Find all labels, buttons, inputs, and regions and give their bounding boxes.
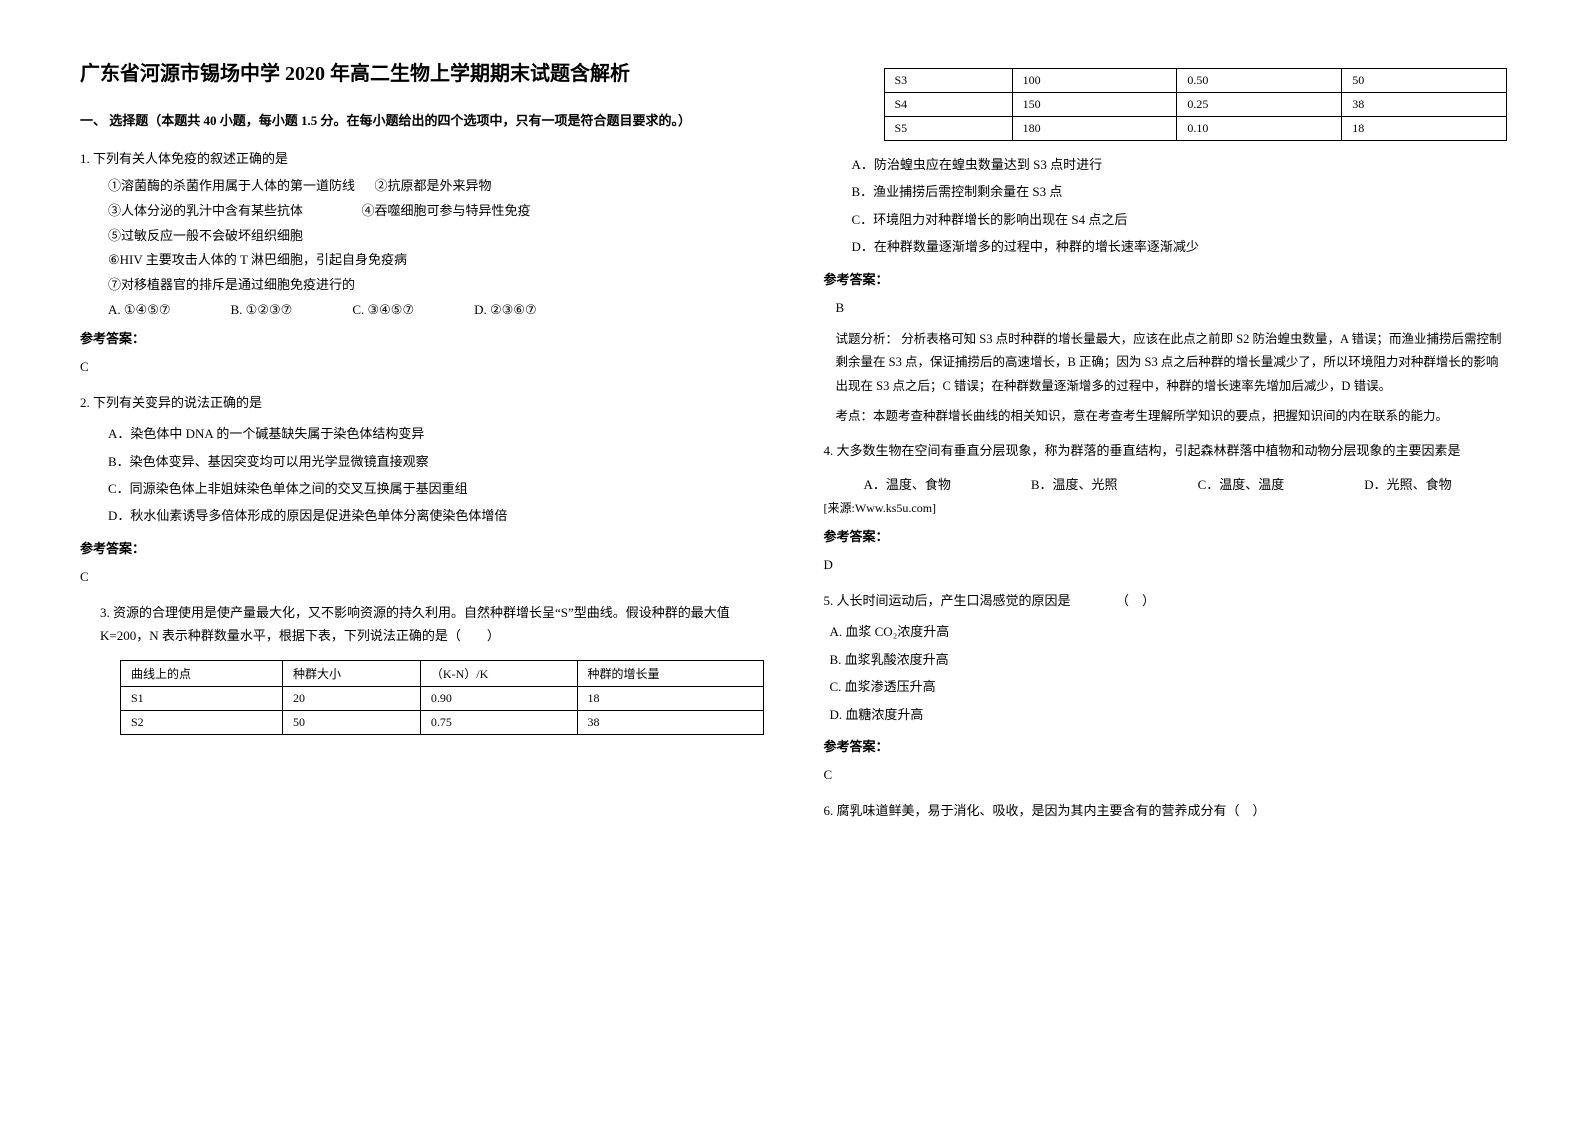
option-c: C. ③④⑤⑦ (352, 302, 414, 318)
option-b: B．染色体变异、基因突变均可以用光学显微镜直接观察 (80, 450, 764, 473)
option-b: B．渔业捕捞后需控制剩余量在 S3 点 (824, 180, 1508, 203)
answer-label: 参考答案： (80, 328, 764, 347)
q5-answer: C (824, 767, 1508, 783)
left-column: 广东省河源市锡场中学 2020 年高二生物上学期期末试题含解析 一、 选择题（本… (80, 60, 764, 1062)
option-a: A. ①④⑤⑦ (108, 302, 171, 318)
table-cell: S5 (884, 117, 1012, 141)
table-cell: 0.10 (1177, 117, 1342, 141)
table-cell: S1 (121, 686, 283, 710)
q1-item: ②抗原都是外来异物 (375, 178, 492, 193)
q4-options: A．温度、食物 B．温度、光照 C．温度、温度 D．光照、食物 (824, 474, 1508, 493)
table-cell: 180 (1012, 117, 1177, 141)
answer-label: 参考答案： (824, 269, 1508, 288)
q1-line: ⑦对移植器官的排斥是通过细胞免疫进行的 (80, 273, 764, 298)
option-a: A．温度、食物 (864, 474, 951, 493)
q3-analysis-note: 考点：本题考查种群增长曲线的相关知识，意在考查考生理解所学知识的要点，把握知识间… (824, 405, 1508, 429)
table-row: S3 100 0.50 50 (884, 69, 1507, 93)
source-note: [来源:Www.ks5u.com] (824, 499, 1508, 516)
q1-line: ③人体分泌的乳汁中含有某些抗体 ④吞噬细胞可参与特异性免疫 (80, 199, 764, 224)
table-row: S4 150 0.25 38 (884, 93, 1507, 117)
table-cell: 20 (282, 686, 420, 710)
option-a: A．染色体中 DNA 的一个碱基缺失属于染色体结构变异 (80, 422, 764, 445)
table-cell: 38 (577, 710, 763, 734)
q1-stem: 1. 下列有关人体免疫的叙述正确的是 (80, 147, 764, 170)
q1-line: ⑤过敏反应一般不会破坏组织细胞 (80, 224, 764, 249)
option-d: D．秋水仙素诱导多倍体形成的原因是促进染色单体分离使染色体增倍 (80, 504, 764, 527)
table-header: （K-N）/K (420, 660, 577, 686)
table-cell: 0.75 (420, 710, 577, 734)
option-d: D．光照、食物 (1364, 474, 1451, 493)
option-d: D. ②③⑥⑦ (474, 302, 537, 318)
q3-table-continued: S3 100 0.50 50 S4 150 0.25 38 S5 180 0.1… (884, 68, 1508, 141)
table-cell: 50 (1342, 69, 1507, 93)
option-a: A．防治蝗虫应在蝗虫数量达到 S3 点时进行 (824, 153, 1508, 176)
table-row: S5 180 0.10 18 (884, 117, 1507, 141)
answer-label: 参考答案： (824, 736, 1508, 755)
table-row: S2 50 0.75 38 (121, 710, 764, 734)
table-header-row: 曲线上的点 种群大小 （K-N）/K 种群的增长量 (121, 660, 764, 686)
q1-options: A. ①④⑤⑦ B. ①②③⑦ C. ③④⑤⑦ D. ②③⑥⑦ (80, 302, 764, 318)
option-b: B. 血浆乳酸浓度升高 (824, 648, 1508, 671)
option-d: D. 血糖浓度升高 (824, 703, 1508, 726)
option-c: C．环境阻力对种群增长的影响出现在 S4 点之后 (824, 208, 1508, 231)
table-header: 种群的增长量 (577, 660, 763, 686)
q1-item: ①溶菌酶的杀菌作用属于人体的第一道防线 (108, 178, 355, 193)
table-cell: 150 (1012, 93, 1177, 117)
q3-table: 曲线上的点 种群大小 （K-N）/K 种群的增长量 S1 20 0.90 18 … (120, 660, 764, 735)
q3-answer: B (824, 300, 1508, 316)
q6-stem: 6. 腐乳味道鲜美，易于消化、吸收，是因为其内主要含有的营养成分有（ ） (824, 799, 1508, 822)
table-cell: 50 (282, 710, 420, 734)
table-cell: 0.50 (1177, 69, 1342, 93)
q2-stem: 2. 下列有关变异的说法正确的是 (80, 391, 764, 414)
answer-label: 参考答案： (824, 526, 1508, 545)
option-a: A. 血浆 CO₂浓度升高 (824, 620, 1508, 643)
q1-answer: C (80, 359, 764, 375)
option-c: C. 血浆渗透压升高 (824, 675, 1508, 698)
option-d: D．在种群数量逐渐增多的过程中，种群的增长速率逐渐减少 (824, 235, 1508, 258)
table-cell: 0.25 (1177, 93, 1342, 117)
q5-stem: 5. 人长时间运动后，产生口渴感觉的原因是 （ ） (824, 589, 1508, 612)
table-cell: 38 (1342, 93, 1507, 117)
option-c: C．同源染色体上非姐妹染色单体之间的交叉互换属于基因重组 (80, 477, 764, 500)
q1-item: ④吞噬细胞可参与特异性免疫 (362, 203, 531, 218)
table-cell: 18 (1342, 117, 1507, 141)
q4-stem: 4. 大多数生物在空间有垂直分层现象，称为群落的垂直结构，引起森林群落中植物和动… (824, 439, 1508, 462)
q1-line: ①溶菌酶的杀菌作用属于人体的第一道防线 ②抗原都是外来异物 (80, 174, 764, 199)
q2-answer: C (80, 569, 764, 585)
table-cell: S2 (121, 710, 283, 734)
table-row: S1 20 0.90 18 (121, 686, 764, 710)
table-cell: S3 (884, 69, 1012, 93)
table-cell: 100 (1012, 69, 1177, 93)
document-title: 广东省河源市锡场中学 2020 年高二生物上学期期末试题含解析 (80, 60, 764, 88)
option-b: B. ①②③⑦ (231, 302, 293, 318)
answer-label: 参考答案： (80, 538, 764, 557)
right-column: S3 100 0.50 50 S4 150 0.25 38 S5 180 0.1… (824, 60, 1508, 1062)
table-header: 曲线上的点 (121, 660, 283, 686)
table-cell: 0.90 (420, 686, 577, 710)
q1-line: ⑥HIV 主要攻击人体的 T 淋巴细胞，引起自身免疫病 (80, 248, 764, 273)
q3-analysis: 试题分析： 分析表格可知 S3 点时种群的增长量最大，应该在此点之前即 S2 防… (824, 328, 1508, 399)
option-c: C．温度、温度 (1198, 474, 1285, 493)
table-cell: S4 (884, 93, 1012, 117)
table-cell: 18 (577, 686, 763, 710)
option-b: B．温度、光照 (1031, 474, 1118, 493)
section-header: 一、 选择题（本题共 40 小题，每小题 1.5 分。在每小题给出的四个选项中，… (80, 110, 764, 129)
table-header: 种群大小 (282, 660, 420, 686)
q1-item: ③人体分泌的乳汁中含有某些抗体 (108, 203, 303, 218)
q3-stem: 3. 资源的合理使用是使产量最大化，又不影响资源的持久利用。自然种群增长呈“S”… (80, 601, 764, 648)
q4-answer: D (824, 557, 1508, 573)
